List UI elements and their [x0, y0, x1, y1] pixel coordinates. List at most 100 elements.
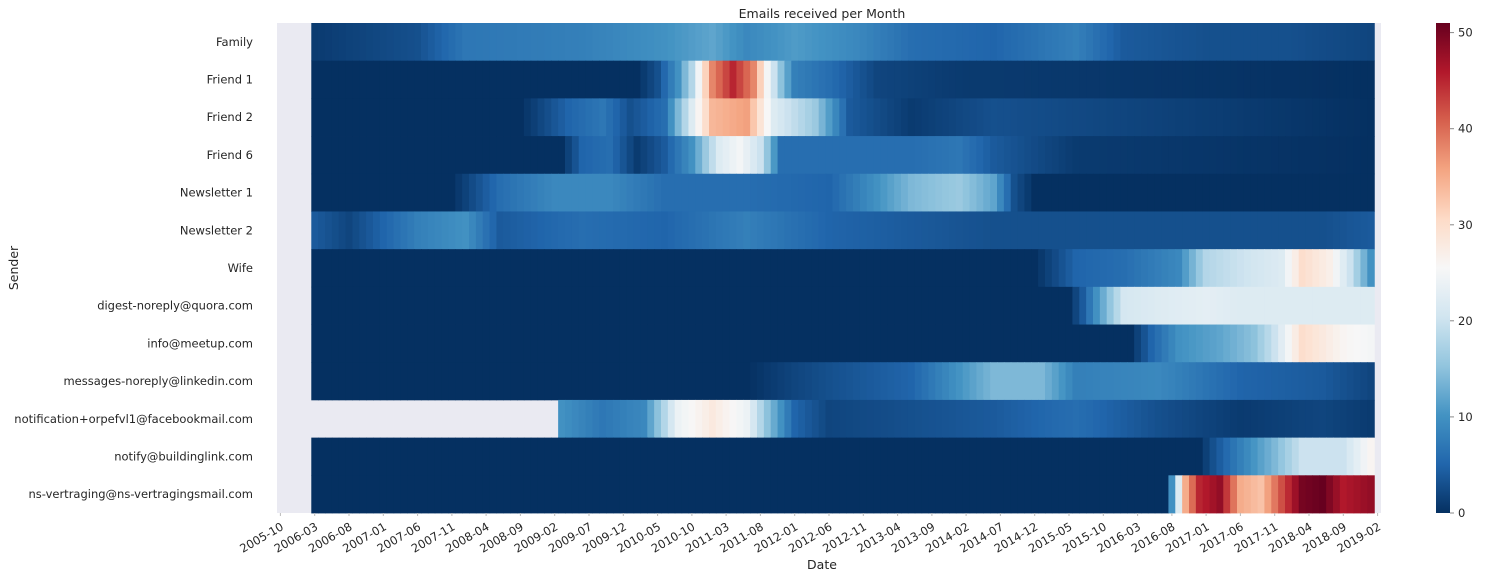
heat-cell [702, 286, 710, 325]
heat-cell [907, 249, 916, 288]
heat-cell [1120, 437, 1128, 476]
heat-cell [386, 324, 395, 363]
heat-cell [311, 286, 319, 325]
heat-cell [578, 60, 587, 99]
heat-cell [784, 324, 792, 363]
heat-cell [523, 249, 532, 288]
heat-cell [1127, 136, 1135, 175]
heat-cell [825, 475, 834, 514]
heat-cell [1202, 173, 1211, 212]
heat-cell [469, 286, 477, 325]
heat-cell [1223, 362, 1231, 401]
heat-cell [633, 136, 642, 175]
heat-cell [661, 362, 669, 401]
heat-cell [942, 362, 950, 401]
heat-cell [1285, 98, 1293, 137]
heat-cell [1305, 399, 1314, 439]
heat-cell [1086, 437, 1094, 476]
heat-cell [811, 324, 820, 363]
heat-cell [633, 60, 642, 99]
heat-cell [352, 249, 360, 288]
heat-cell [839, 136, 847, 175]
heat-cell [832, 98, 840, 137]
heat-cell [517, 23, 525, 62]
heat-cell [1120, 173, 1128, 212]
heat-cell [462, 60, 470, 99]
heat-cell [983, 437, 991, 476]
heat-cell [715, 173, 724, 212]
heat-cell [1264, 399, 1272, 439]
heat-cell [510, 286, 518, 325]
heat-cell [1086, 362, 1094, 401]
heat-cell [592, 362, 600, 401]
heat-cell [818, 362, 827, 401]
heat-cell [839, 60, 847, 99]
heat-cell [407, 249, 415, 288]
heat-cell [1264, 60, 1272, 99]
heat-cell [798, 399, 806, 439]
heat-cell [1326, 60, 1334, 99]
heat-cell [1161, 136, 1170, 175]
heat-cell [633, 475, 642, 514]
heat-cell [750, 399, 758, 439]
heat-cell [784, 362, 792, 401]
heat-cell [777, 437, 786, 476]
heat-cell [571, 173, 580, 212]
heat-cell [709, 475, 717, 514]
heat-cell [1271, 362, 1279, 401]
heat-cell [1298, 399, 1307, 439]
heat-cell [1346, 249, 1355, 288]
heat-cell [1058, 173, 1067, 212]
heat-cell [1058, 475, 1067, 514]
heat-cell [1120, 475, 1128, 514]
heat-cell [1264, 249, 1272, 288]
heat-cell [585, 475, 594, 514]
heat-cell [578, 23, 587, 62]
heat-cell [990, 173, 998, 212]
heat-cell [1223, 60, 1231, 99]
heat-cell [640, 211, 648, 250]
heat-cell [414, 437, 422, 476]
heat-cell [997, 136, 1005, 175]
heat-cell [1312, 60, 1320, 99]
heat-cell [510, 475, 518, 514]
heat-cell [517, 475, 525, 514]
heat-cell [1086, 98, 1094, 137]
heat-cell [1113, 211, 1122, 250]
heat-cell [1326, 324, 1334, 363]
heat-cell [1326, 136, 1334, 175]
heat-cell [393, 475, 402, 514]
heat-cell [517, 324, 525, 363]
heat-cell [1353, 324, 1362, 363]
heat-cell [681, 136, 690, 175]
heat-cell [1243, 362, 1252, 401]
heat-cell [1120, 399, 1128, 439]
heat-cell [688, 211, 696, 250]
heat-cell [393, 98, 402, 137]
heat-cell [544, 173, 552, 212]
heat-cell [942, 286, 950, 325]
heat-cell [907, 475, 916, 514]
heat-cell [1195, 136, 1204, 175]
heat-cell [462, 324, 470, 363]
heat-cell [1099, 362, 1108, 401]
heat-cell [955, 136, 964, 175]
heat-cell [887, 211, 895, 250]
heat-cell [565, 173, 573, 212]
heat-cell [695, 286, 703, 325]
heat-cell [455, 173, 463, 212]
heat-cell [1202, 249, 1211, 288]
heat-cell [1298, 362, 1307, 401]
heat-cell [311, 249, 319, 288]
heat-cell [1271, 60, 1279, 99]
heat-cell [914, 437, 923, 476]
heat-cell [832, 399, 840, 439]
heat-cell [949, 362, 957, 401]
heat-cell [839, 23, 847, 62]
heat-cell [757, 324, 765, 363]
heat-cell [1182, 173, 1190, 212]
heat-cell [427, 23, 436, 62]
heat-cell [558, 399, 566, 439]
heat-cell [1339, 362, 1348, 401]
heat-cell [674, 286, 683, 325]
